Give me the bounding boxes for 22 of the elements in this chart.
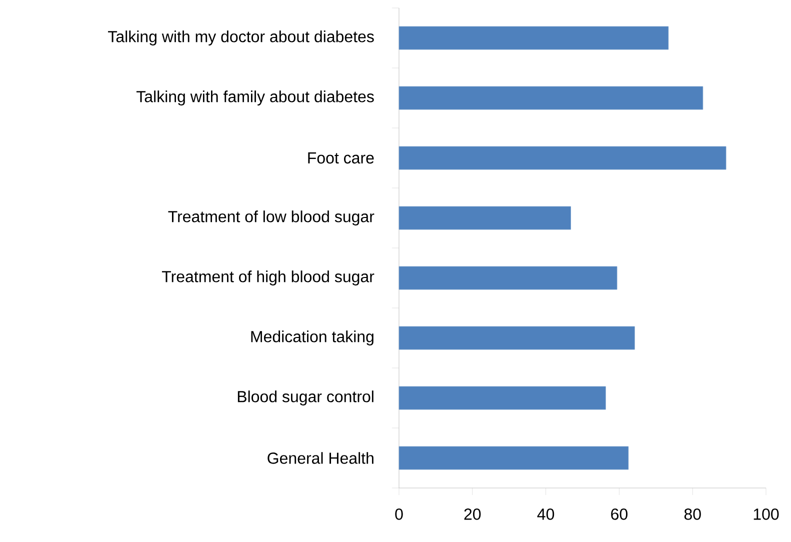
bar [398,266,618,290]
bar [398,446,629,470]
y-tick-label: General Health [268,452,374,464]
bar [398,26,669,50]
x-tick-label: 100 [754,508,779,520]
y-tick-label: Treatment of low blood sugar [168,210,374,226]
bar [398,146,726,170]
bar [398,86,704,110]
y-tick-label: Foot care [308,152,374,164]
y-tick-label: Medication taking [251,330,374,346]
x-tick-label: 0 [395,508,403,520]
bar [398,386,606,410]
x-tick-label: 40 [537,508,554,520]
bar [398,206,571,230]
x-tick-label: 60 [611,508,628,520]
bar [398,326,635,350]
y-tick-label: Talking with my doctor about diabetes [108,30,374,46]
x-tick-label: 20 [464,508,481,520]
y-tick-label: Talking with family about diabetes [136,90,374,106]
y-tick-label: Treatment of high blood sugar [162,270,374,286]
x-tick-label: 80 [684,508,701,520]
y-tick-label: Blood sugar control [238,390,374,406]
